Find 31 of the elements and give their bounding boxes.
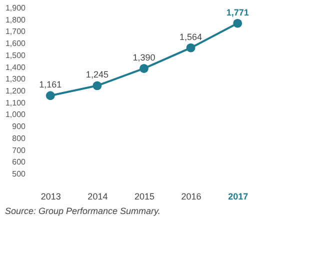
x-tick-label: 2016	[181, 192, 202, 202]
point	[92, 81, 102, 90]
y-tick-label: 700	[12, 146, 26, 155]
y-tick-label: 1,300	[5, 74, 26, 84]
x-tick-label: 2014	[88, 192, 108, 202]
y-tick-label: 1,500	[5, 50, 26, 60]
data-label: 1,564	[180, 32, 202, 42]
y-tick-label: 1,700	[5, 27, 26, 36]
point	[233, 18, 242, 28]
y-tick-label: 1,400	[5, 62, 26, 72]
x-tick-label: 2017	[228, 192, 248, 202]
data-label: 1,245	[86, 70, 108, 80]
x-tick-label: 2013	[40, 192, 61, 202]
y-tick-label: 500	[12, 170, 26, 178]
source-note: Source: Group Performance Summary.	[4, 206, 160, 216]
y-tick-label: 1,600	[5, 39, 26, 48]
data-label: 1,161	[39, 80, 62, 90]
y-tick-label: 800	[12, 134, 26, 143]
point	[46, 91, 55, 100]
y-tick-label: 1,100	[5, 98, 26, 108]
y-tick-label: 1,900	[5, 4, 26, 12]
y-tick-label: 900	[12, 122, 26, 132]
y-tick-label: 1,200	[5, 86, 26, 96]
x-tick-label: 2015	[134, 192, 155, 202]
point	[186, 43, 196, 52]
data-label: 1,390	[132, 52, 156, 62]
y-tick-label: 600	[12, 158, 26, 167]
point	[140, 64, 148, 73]
y-tick-label: 1,800	[5, 15, 26, 24]
data-label: 1,771	[226, 7, 249, 18]
y-tick-label: 1,000	[5, 110, 26, 120]
